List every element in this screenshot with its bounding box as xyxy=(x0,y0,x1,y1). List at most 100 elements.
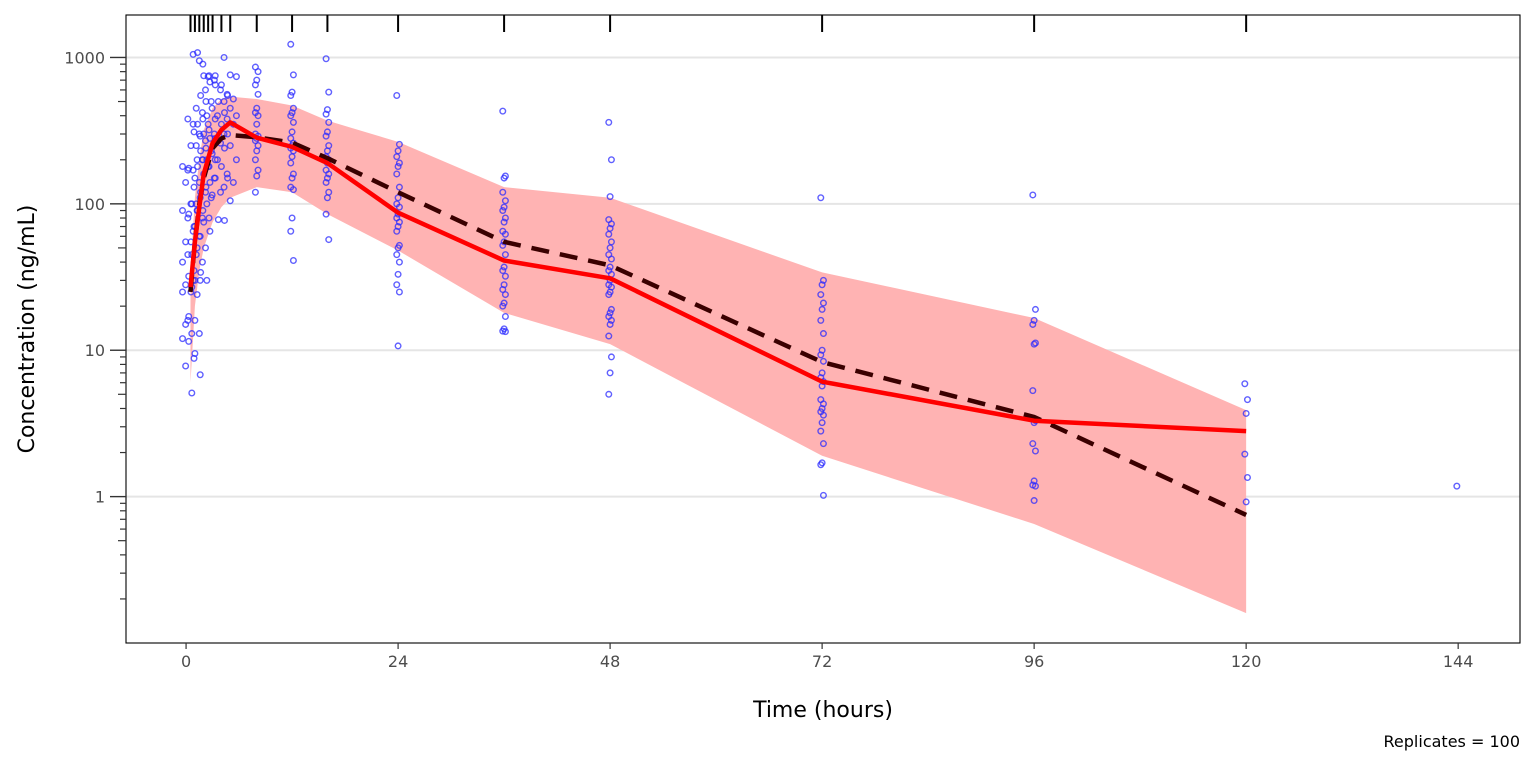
observed-point xyxy=(1029,440,1037,448)
observed-point xyxy=(196,371,204,379)
observed-point xyxy=(395,258,403,266)
observed-point xyxy=(182,178,190,186)
observed-point xyxy=(607,220,615,228)
observed-point xyxy=(393,227,401,235)
observed-point xyxy=(206,227,214,235)
observed-point xyxy=(217,188,225,196)
observed-point xyxy=(213,156,221,164)
observed-point xyxy=(499,107,507,115)
observed-point xyxy=(501,251,509,259)
observed-point xyxy=(499,267,507,275)
observed-point xyxy=(605,390,613,398)
y-tick-label: 100 xyxy=(74,195,105,214)
observed-point xyxy=(185,210,193,218)
observed-point xyxy=(182,362,190,370)
observed-point xyxy=(289,118,297,126)
observed-point xyxy=(195,57,203,65)
observed-point xyxy=(817,461,825,469)
observed-point xyxy=(395,288,403,296)
observed-point xyxy=(214,216,222,224)
observed-point xyxy=(1243,474,1251,482)
observed-point xyxy=(188,389,196,397)
observed-point xyxy=(179,335,187,343)
observed-point xyxy=(199,115,207,123)
observed-point xyxy=(184,316,192,324)
observed-point xyxy=(191,174,199,182)
observed-point xyxy=(224,174,232,182)
observed-point xyxy=(819,491,827,499)
observed-point xyxy=(232,156,240,164)
observed-point xyxy=(210,174,218,182)
observed-point xyxy=(394,194,402,202)
observed-point xyxy=(194,49,202,57)
observed-point xyxy=(817,316,825,324)
observed-point xyxy=(223,170,231,178)
observed-point xyxy=(254,68,262,76)
observed-point xyxy=(220,98,228,106)
observed-point xyxy=(253,172,261,180)
observed-point xyxy=(232,73,240,81)
observed-point xyxy=(500,218,508,226)
x-tick-label: 144 xyxy=(1443,652,1474,671)
observed-point xyxy=(203,276,211,284)
observed-point xyxy=(818,281,826,289)
observed-point xyxy=(394,270,402,278)
observed-point xyxy=(1031,305,1039,313)
observed-point xyxy=(501,312,509,320)
observed-point xyxy=(217,162,225,170)
observed-point xyxy=(179,207,187,215)
observed-point xyxy=(288,88,296,96)
observed-point xyxy=(200,218,208,226)
observed-point xyxy=(1030,340,1038,348)
observed-point xyxy=(606,369,614,377)
observed-point xyxy=(184,214,192,222)
observed-point xyxy=(325,170,333,178)
observed-point xyxy=(288,174,296,182)
x-tick-label: 72 xyxy=(812,652,832,671)
observed-point xyxy=(500,263,508,271)
observed-point xyxy=(501,197,509,205)
x-tick-label: 24 xyxy=(388,652,408,671)
observed-point xyxy=(191,316,199,324)
observed-point xyxy=(1242,409,1250,417)
observed-point xyxy=(395,140,403,148)
observed-point xyxy=(393,281,401,289)
observed-point xyxy=(819,276,827,284)
observed-point xyxy=(223,115,231,123)
observed-point xyxy=(224,130,232,138)
observed-point xyxy=(189,166,197,174)
observed-point xyxy=(288,153,296,161)
observed-point xyxy=(196,276,204,284)
observed-point xyxy=(606,320,614,328)
observed-point xyxy=(185,337,193,345)
observed-point xyxy=(501,291,509,299)
observed-point xyxy=(605,291,613,299)
observed-point xyxy=(1241,380,1249,388)
observed-point xyxy=(395,218,403,226)
observed-point xyxy=(287,112,295,120)
observed-point xyxy=(323,106,331,114)
observed-point xyxy=(606,244,614,252)
observed-point xyxy=(289,71,297,79)
observed-point xyxy=(325,236,333,244)
observed-point xyxy=(287,159,295,167)
observed-point xyxy=(220,144,228,152)
observed-point xyxy=(289,186,297,194)
x-axis: 0 24 48 72 96 120 144 xyxy=(181,643,1473,671)
observed-point xyxy=(607,353,615,361)
observed-point xyxy=(607,238,615,246)
y-tick-label: 1 xyxy=(95,488,105,507)
observed-point xyxy=(220,109,228,117)
observed-point xyxy=(500,174,508,182)
observed-point xyxy=(207,194,215,202)
observed-point xyxy=(605,118,613,126)
observed-point xyxy=(206,178,214,186)
observed-point xyxy=(322,55,330,63)
observed-point xyxy=(204,73,212,81)
observed-point xyxy=(393,251,401,259)
observed-point xyxy=(220,53,228,61)
observed-point xyxy=(189,120,197,128)
observed-point xyxy=(199,60,207,68)
observed-point xyxy=(289,257,297,265)
observed-point xyxy=(287,40,295,48)
